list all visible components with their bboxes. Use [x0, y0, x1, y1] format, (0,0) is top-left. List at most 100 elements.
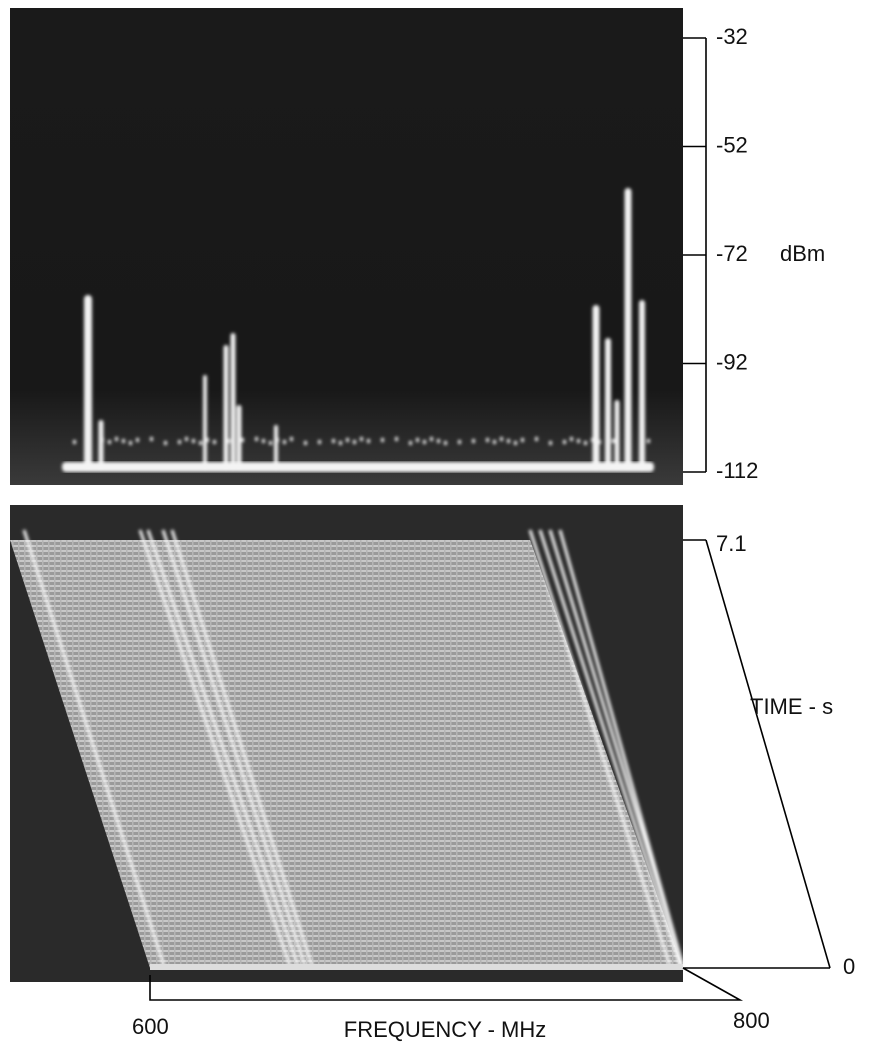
- peak: [639, 300, 645, 468]
- peak: [605, 338, 611, 468]
- noise-dot: [409, 441, 412, 445]
- noise-dot: [521, 438, 524, 442]
- y-tick-label: -92: [716, 349, 748, 374]
- y-tick-label: -112: [716, 458, 758, 483]
- peak: [230, 333, 236, 468]
- frequency-axis-label: FREQUENCY - MHz: [344, 1017, 547, 1042]
- noise-dot: [346, 438, 349, 442]
- noise-dot: [213, 440, 216, 444]
- noise-dot: [276, 438, 279, 442]
- y-tick-label: -72: [716, 241, 748, 266]
- noise-dot: [339, 441, 342, 445]
- noise-dot: [360, 437, 363, 441]
- spectrum-trace: [73, 188, 650, 468]
- streak: [538, 529, 682, 967]
- signal-streaks: [22, 529, 685, 967]
- noise-dot: [486, 438, 489, 442]
- noise-dot: [192, 439, 195, 443]
- time-tick-label: 0: [843, 954, 855, 979]
- noise-dot: [591, 438, 594, 442]
- noise-dot: [423, 440, 426, 444]
- y-tick-label: -32: [716, 24, 748, 49]
- peak: [203, 375, 207, 468]
- noise-dot: [129, 441, 132, 445]
- noise-dot: [647, 439, 650, 443]
- streak: [161, 529, 307, 967]
- noise-dot: [241, 438, 244, 442]
- waterfall-surface: [10, 540, 683, 968]
- noise-dot: [185, 437, 188, 441]
- noise-dot: [549, 441, 552, 445]
- peak: [98, 420, 104, 468]
- noise-dot: [178, 440, 181, 444]
- waterfall-front: [150, 964, 683, 970]
- noise-dot: [255, 437, 258, 441]
- noise-dot: [626, 438, 629, 442]
- time-tick-label: 7.1: [716, 531, 747, 556]
- noise-dot: [563, 440, 566, 444]
- frequency-axis: [149, 967, 744, 1001]
- streak: [22, 529, 166, 967]
- noise-dot: [164, 441, 167, 445]
- noise-dot: [136, 438, 139, 442]
- noise-dot: [535, 437, 538, 441]
- frequency-tick-label: 600: [132, 1014, 169, 1039]
- noise-dot: [612, 439, 615, 443]
- noise-dot: [262, 439, 265, 443]
- streak: [170, 529, 314, 967]
- noise-dot: [493, 440, 496, 444]
- noise-dot: [269, 441, 272, 445]
- noise-dot: [640, 437, 643, 441]
- peak: [223, 345, 229, 468]
- noise-dot: [381, 438, 384, 442]
- peak: [624, 188, 632, 468]
- peak: [274, 425, 278, 468]
- spectrum-display: [10, 8, 683, 485]
- noise-dot: [458, 440, 461, 444]
- noise-dot: [430, 437, 433, 441]
- peak: [592, 305, 600, 468]
- noise-dot: [598, 440, 601, 444]
- noise-dot: [472, 439, 475, 443]
- noise-dot: [115, 437, 118, 441]
- noise-dot: [507, 439, 510, 443]
- noise-dot: [206, 438, 209, 442]
- noise-dot: [416, 438, 419, 442]
- peak: [614, 400, 620, 468]
- y-axis-label: dBm: [780, 241, 825, 266]
- noise-dot: [318, 440, 321, 444]
- time-axis: [705, 539, 831, 969]
- noise-dot: [353, 440, 356, 444]
- noise-dot: [101, 438, 104, 442]
- frequency-tick-label: 800: [733, 1008, 770, 1033]
- noise-dot: [570, 437, 573, 441]
- noise-dot: [444, 441, 447, 445]
- noise-dot: [577, 439, 580, 443]
- noise-dot: [150, 437, 153, 441]
- noise-dot: [437, 439, 440, 443]
- noise-dot: [500, 437, 503, 441]
- noise-dot: [304, 441, 307, 445]
- noise-dot: [290, 437, 293, 441]
- streak: [146, 529, 300, 967]
- y-ticks: -32 -52 -72 -92 -112: [683, 24, 758, 483]
- noise-dot: [514, 441, 517, 445]
- noise-dot: [283, 440, 286, 444]
- peak: [236, 405, 242, 468]
- y-tick-label: -52: [716, 132, 748, 157]
- noise-dot: [108, 440, 111, 444]
- streak: [528, 529, 672, 967]
- streak: [558, 529, 685, 967]
- noise-dot: [227, 439, 230, 443]
- noise-dot: [367, 439, 370, 443]
- noise-floor: [62, 462, 654, 472]
- streak: [548, 529, 685, 967]
- noise-dot: [332, 439, 335, 443]
- noise-dot: [122, 439, 125, 443]
- streak: [138, 529, 292, 967]
- noise-dot: [199, 441, 202, 445]
- peak: [84, 295, 92, 468]
- time-axis-label: TIME - s: [750, 694, 833, 719]
- noise-dot: [584, 441, 587, 445]
